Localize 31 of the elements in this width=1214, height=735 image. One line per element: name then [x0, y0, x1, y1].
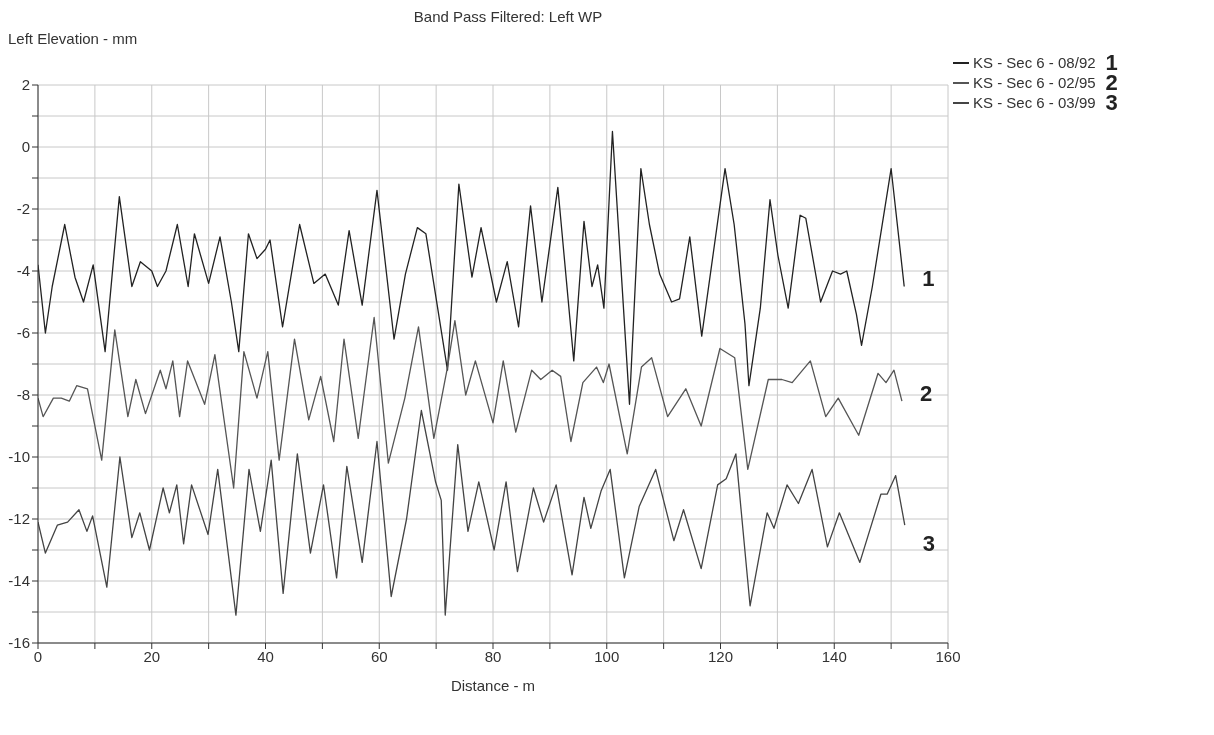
y-tick-label: -10 [8, 448, 30, 466]
legend-label: KS - Sec 6 - 02/95 [973, 73, 1096, 93]
x-tick-label: 60 [370, 647, 388, 665]
x-tick-label: 100 [594, 647, 620, 665]
x-tick-label: 0 [33, 647, 43, 665]
y-tick-label: -8 [16, 386, 30, 404]
legend-label: KS - Sec 6 - 08/92 [973, 53, 1096, 73]
x-tick-label: 160 [935, 647, 961, 665]
y-tick-label: -16 [8, 634, 30, 652]
x-tick-label: 80 [484, 647, 502, 665]
line-series [38, 316, 903, 489]
line-series [38, 130, 905, 405]
chart-title: Band Pass Filtered: Left WP [412, 8, 604, 25]
y-tick-label: -12 [8, 510, 30, 528]
line-series [38, 409, 906, 616]
annotation: 2 [919, 381, 933, 407]
y-tick-label: 2 [21, 76, 30, 94]
y-tick-label: -14 [8, 572, 30, 590]
y-tick-label: 0 [21, 138, 30, 156]
x-tick-label: 120 [707, 647, 734, 665]
y-axis-title: Left Elevation - mm [8, 30, 138, 47]
y-tick-label: -2 [16, 200, 30, 218]
legend-label: KS - Sec 6 - 03/99 [973, 93, 1096, 113]
y-tick-label: -6 [16, 324, 30, 342]
x-axis-title: Distance - m [450, 677, 536, 694]
x-tick-label: 40 [257, 647, 274, 665]
x-tick-label: 140 [821, 647, 847, 665]
x-tick-label: 20 [143, 647, 161, 665]
annotation: 1 [922, 266, 935, 292]
y-tick-label: -4 [16, 262, 30, 280]
annotation: 3 [922, 531, 936, 557]
